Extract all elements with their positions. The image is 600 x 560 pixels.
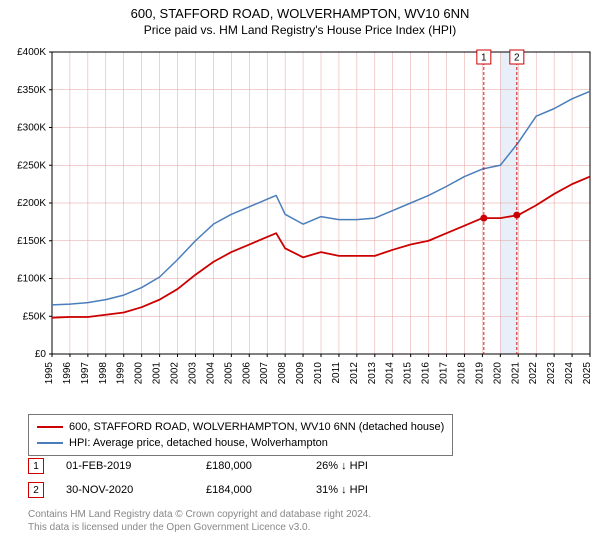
- svg-text:2012: 2012: [349, 362, 360, 385]
- svg-text:1996: 1996: [62, 362, 73, 385]
- svg-text:2001: 2001: [152, 362, 163, 385]
- events-table: 1 01-FEB-2019 £180,000 26% ↓ HPI 2 30-NO…: [28, 456, 416, 504]
- svg-text:2021: 2021: [510, 362, 521, 385]
- svg-text:2000: 2000: [134, 362, 145, 385]
- event-date-1: 30-NOV-2020: [66, 484, 206, 496]
- legend-swatch-1: [37, 442, 63, 444]
- footnote: Contains HM Land Registry data © Crown c…: [28, 508, 580, 534]
- titles-block: 600, STAFFORD ROAD, WOLVERHAMPTON, WV10 …: [0, 0, 600, 37]
- chart-title: 600, STAFFORD ROAD, WOLVERHAMPTON, WV10 …: [0, 6, 600, 21]
- svg-text:£350K: £350K: [17, 85, 46, 96]
- event-price-1: £184,000: [206, 484, 316, 496]
- event-delta-0: 26% ↓ HPI: [316, 460, 416, 472]
- legend-text-0: 600, STAFFORD ROAD, WOLVERHAMPTON, WV10 …: [69, 421, 444, 433]
- svg-text:1: 1: [481, 53, 487, 64]
- svg-text:2014: 2014: [385, 362, 396, 385]
- svg-text:2020: 2020: [492, 362, 503, 385]
- svg-text:2025: 2025: [582, 362, 593, 385]
- chart-svg: £0 £50K £100K £150K £200K £250K £300K £350K £400…: [0, 44, 600, 404]
- svg-text:2015: 2015: [403, 362, 414, 385]
- svg-text:£50K: £50K: [23, 311, 47, 322]
- svg-text:2022: 2022: [528, 362, 539, 385]
- event-delta-1: 31% ↓ HPI: [316, 484, 416, 496]
- svg-text:2009: 2009: [295, 362, 306, 385]
- svg-text:2023: 2023: [546, 362, 557, 385]
- svg-text:£200K: £200K: [17, 198, 46, 209]
- svg-text:1999: 1999: [116, 362, 127, 385]
- svg-text:2005: 2005: [223, 362, 234, 385]
- svg-text:1998: 1998: [98, 362, 109, 385]
- svg-text:2002: 2002: [170, 362, 181, 385]
- svg-text:2024: 2024: [564, 362, 575, 385]
- chart-subtitle: Price paid vs. HM Land Registry's House …: [0, 23, 600, 37]
- svg-text:£250K: £250K: [17, 160, 46, 171]
- svg-text:£100K: £100K: [17, 274, 46, 285]
- svg-text:2019: 2019: [474, 362, 485, 385]
- event-row-1: 2 30-NOV-2020 £184,000 31% ↓ HPI: [28, 480, 416, 500]
- legend-text-1: HPI: Average price, detached house, Wolv…: [69, 437, 328, 449]
- page-container: 600, STAFFORD ROAD, WOLVERHAMPTON, WV10 …: [0, 0, 600, 560]
- svg-text:£0: £0: [35, 349, 47, 360]
- legend-swatch-0: [37, 426, 63, 428]
- event-badge-1: 2: [28, 482, 44, 498]
- svg-text:2: 2: [514, 53, 520, 64]
- event-price-0: £180,000: [206, 460, 316, 472]
- footnote-line-1: Contains HM Land Registry data © Crown c…: [28, 509, 371, 520]
- svg-text:2013: 2013: [367, 362, 378, 385]
- svg-text:2018: 2018: [456, 362, 467, 385]
- svg-text:2004: 2004: [205, 362, 216, 385]
- svg-text:2003: 2003: [187, 362, 198, 385]
- event-badge-0: 1: [28, 458, 44, 474]
- svg-text:£300K: £300K: [17, 123, 46, 134]
- svg-text:£400K: £400K: [17, 47, 46, 58]
- chart-area: £0 £50K £100K £150K £200K £250K £300K £350K £400…: [0, 44, 600, 404]
- legend-box: 600, STAFFORD ROAD, WOLVERHAMPTON, WV10 …: [28, 414, 453, 456]
- legend-row-0: 600, STAFFORD ROAD, WOLVERHAMPTON, WV10 …: [37, 419, 444, 435]
- svg-text:2006: 2006: [241, 362, 252, 385]
- svg-text:2017: 2017: [439, 362, 450, 385]
- svg-text:2008: 2008: [277, 362, 288, 385]
- event-row-0: 1 01-FEB-2019 £180,000 26% ↓ HPI: [28, 456, 416, 476]
- svg-text:2016: 2016: [421, 362, 432, 385]
- event-date-0: 01-FEB-2019: [66, 460, 206, 472]
- legend-row-1: HPI: Average price, detached house, Wolv…: [37, 435, 444, 451]
- svg-text:1995: 1995: [44, 362, 55, 385]
- svg-text:£150K: £150K: [17, 236, 46, 247]
- svg-text:2007: 2007: [259, 362, 270, 385]
- svg-text:1997: 1997: [80, 362, 91, 385]
- footnote-line-2: This data is licensed under the Open Gov…: [28, 522, 310, 533]
- svg-text:2011: 2011: [331, 362, 342, 384]
- svg-text:2010: 2010: [313, 362, 324, 385]
